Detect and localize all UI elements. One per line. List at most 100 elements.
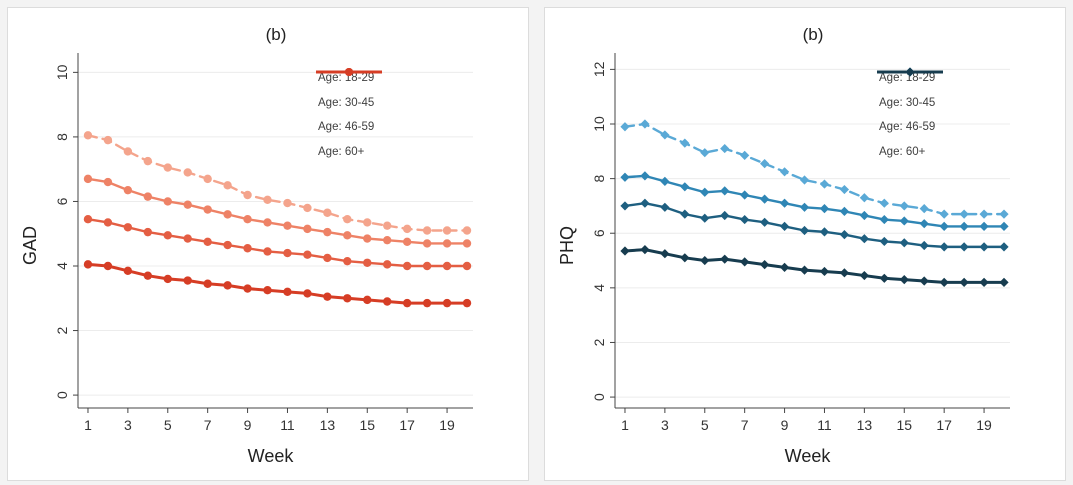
y-tick-label: 10 bbox=[54, 64, 70, 80]
gad-point-age-18-29 bbox=[163, 163, 172, 172]
phq-series-line-age-30-45 bbox=[623, 174, 1006, 228]
gad-series-line-age-60 bbox=[86, 262, 469, 305]
gad-point-age-46-59 bbox=[103, 218, 113, 227]
phq-point-age-30-45 bbox=[959, 221, 969, 232]
gad-point-age-18-29 bbox=[303, 203, 312, 213]
phq-point-age-30-45 bbox=[939, 221, 949, 232]
gad-point-age-18-29 bbox=[203, 174, 212, 184]
gad-point-age-18-29 bbox=[263, 195, 272, 205]
gad-point-age-46-59 bbox=[383, 260, 392, 269]
phq-point-age-46-59 bbox=[819, 227, 830, 237]
gad-point-age-60 bbox=[223, 281, 232, 290]
gad-point-age-46-59 bbox=[263, 247, 272, 256]
gad-point-age-60 bbox=[343, 294, 352, 303]
phq-point-age-18-29 bbox=[939, 209, 949, 219]
legend-item-age-46-59: Age: 46-59 bbox=[875, 67, 1073, 140]
gad-point-age-30-45 bbox=[223, 210, 232, 219]
gad-point-age-60 bbox=[263, 286, 272, 295]
phq-point-age-30-45 bbox=[700, 187, 710, 197]
phq-point-age-60 bbox=[680, 253, 690, 263]
phq-point-age-60 bbox=[740, 257, 750, 267]
phq-point-age-30-45 bbox=[999, 221, 1009, 232]
x-tick-label: 13 bbox=[857, 417, 873, 433]
gad-point-age-46-59 bbox=[123, 223, 133, 232]
phq-point-age-60 bbox=[899, 275, 909, 285]
phq-point-age-46-59 bbox=[839, 229, 850, 240]
gad-point-age-30-45 bbox=[183, 200, 192, 209]
phq-chart-panel: 0 2 4 6 8 10 12 1 3 5 7 9 11 13 15 17 19 (b) Week PHQ Age: … bbox=[544, 7, 1066, 481]
y-tick-label: 4 bbox=[54, 262, 70, 270]
x-tick-label: 1 bbox=[84, 417, 92, 433]
phq-point-age-46-59 bbox=[640, 198, 650, 208]
phq-point-age-18-29 bbox=[799, 175, 810, 185]
gad-point-age-18-29 bbox=[123, 147, 133, 156]
y-tick-label: 0 bbox=[54, 391, 70, 399]
x-tick-label: 19 bbox=[976, 417, 992, 433]
x-tick-label: 15 bbox=[896, 417, 912, 433]
phq-point-age-60 bbox=[760, 260, 770, 270]
phq-point-age-60 bbox=[859, 270, 869, 281]
phq-point-age-46-59 bbox=[939, 242, 949, 252]
phq-point-age-30-45 bbox=[919, 219, 929, 229]
x-axis-label: Week bbox=[248, 446, 295, 466]
gad-point-age-60 bbox=[143, 271, 153, 280]
gad-point-age-46-59 bbox=[363, 258, 372, 267]
gad-point-age-18-29 bbox=[462, 226, 472, 235]
phq-point-age-60 bbox=[660, 249, 670, 259]
gad-point-age-46-59 bbox=[402, 261, 412, 271]
phq-point-age-60 bbox=[839, 268, 850, 278]
gad-point-age-18-29 bbox=[323, 208, 332, 217]
y-tick-label: 12 bbox=[591, 61, 607, 77]
gad-point-age-30-45 bbox=[402, 237, 412, 246]
gad-point-age-30-45 bbox=[442, 239, 452, 248]
chart-title: (b) bbox=[803, 25, 824, 44]
gad-point-age-46-59 bbox=[283, 248, 292, 258]
legend-label: Age: 46-59 bbox=[879, 121, 936, 134]
gad-point-age-18-29 bbox=[422, 226, 432, 235]
phq-point-age-60 bbox=[799, 265, 810, 275]
gad-point-age-46-59 bbox=[442, 261, 452, 271]
phq-point-age-30-45 bbox=[899, 216, 909, 226]
phq-series-line-age-60 bbox=[623, 248, 1006, 284]
phq-point-age-18-29 bbox=[640, 119, 650, 129]
gad-point-age-46-59 bbox=[303, 250, 312, 259]
x-tick-label: 7 bbox=[204, 417, 212, 433]
legend-item-age-60: Age: 60+ bbox=[875, 67, 1073, 165]
gad-point-age-46-59 bbox=[243, 244, 252, 253]
phq-point-age-18-29 bbox=[660, 130, 670, 140]
gad-point-age-18-29 bbox=[103, 135, 113, 145]
x-tick-label: 9 bbox=[244, 417, 252, 433]
phq-point-age-30-45 bbox=[859, 210, 869, 221]
phq-point-age-30-45 bbox=[740, 190, 750, 200]
gad-point-age-30-45 bbox=[243, 215, 252, 224]
gad-point-age-46-59 bbox=[343, 256, 352, 266]
phq-legend: Age: 18-29 Age: 30-45 Age: 46-59 Age: 60+ bbox=[875, 66, 1073, 164]
phq-point-age-46-59 bbox=[779, 221, 790, 232]
y-axis-label: GAD bbox=[20, 226, 40, 265]
phq-point-age-60 bbox=[720, 254, 730, 264]
gad-point-age-18-29 bbox=[343, 215, 352, 224]
gad-point-age-30-45 bbox=[383, 235, 392, 245]
phq-point-age-18-29 bbox=[899, 201, 909, 211]
phq-point-age-60 bbox=[700, 255, 710, 266]
gad-point-age-18-29 bbox=[143, 156, 153, 166]
gad-point-age-60 bbox=[383, 297, 392, 306]
gad-point-age-46-59 bbox=[163, 231, 172, 240]
x-tick-label: 1 bbox=[621, 417, 629, 433]
phq-point-age-60 bbox=[919, 276, 929, 286]
gad-chart-panel: 0 2 4 6 8 10 1 3 5 7 9 11 13 15 17 19 (b) Week GAD Age: 18… bbox=[7, 7, 529, 481]
gad-point-age-60 bbox=[83, 260, 93, 269]
x-tick-label: 5 bbox=[701, 417, 709, 433]
phq-point-age-60 bbox=[640, 245, 650, 255]
phq-point-age-18-29 bbox=[700, 148, 710, 158]
legend-item-age-60: Age: 60+ bbox=[314, 68, 519, 165]
phq-point-age-18-29 bbox=[760, 158, 770, 169]
gad-point-age-18-29 bbox=[383, 221, 392, 230]
phq-point-age-60 bbox=[939, 277, 949, 287]
x-tick-label: 11 bbox=[280, 417, 295, 433]
gad-point-age-30-45 bbox=[343, 231, 352, 240]
gad-point-age-30-45 bbox=[323, 227, 332, 237]
legend-label: Age: 46-59 bbox=[318, 121, 375, 134]
y-axis-label: PHQ bbox=[557, 226, 577, 265]
